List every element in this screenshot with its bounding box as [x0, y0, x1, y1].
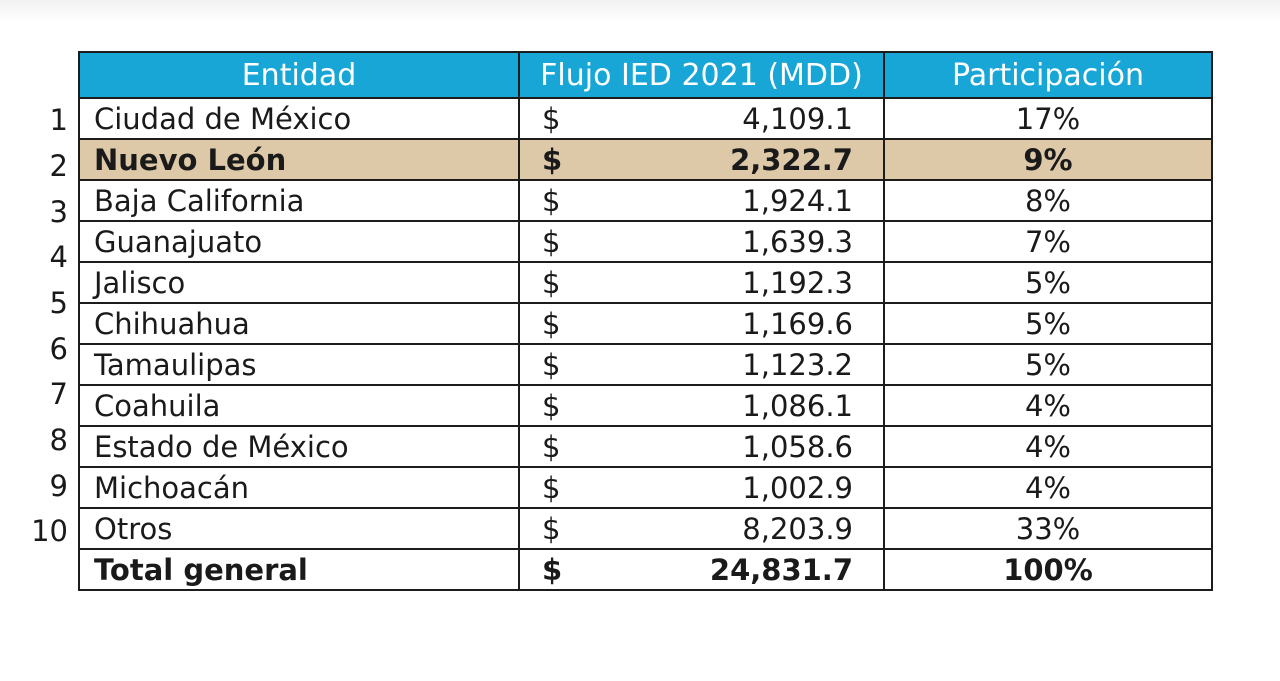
share-cell: 4% — [883, 466, 1213, 509]
entity-cell: Baja California — [78, 179, 520, 222]
flow-cell: $1,123.2 — [518, 343, 885, 386]
flow-cell: $8,203.9 — [518, 507, 885, 550]
rank-number: 7 — [49, 377, 68, 411]
flow-value: 8,203.9 — [742, 511, 853, 546]
table-row-highlighted: Nuevo León $2,322.7 9% — [78, 138, 1213, 181]
share-cell: 5% — [883, 343, 1213, 386]
flow-cell: $2,322.7 — [518, 138, 885, 181]
rank-number: 9 — [49, 469, 68, 503]
rank-number: 5 — [49, 286, 68, 320]
flow-value: 1,058.6 — [742, 429, 853, 464]
flow-value: 1,169.6 — [742, 306, 853, 341]
header-entidad: Entidad — [78, 51, 520, 99]
fdi-table: Entidad Flujo IED 2021 (MDD) Participaci… — [78, 51, 1213, 591]
flow-cell: $1,058.6 — [518, 425, 885, 468]
share-cell: 7% — [883, 220, 1213, 263]
rank-number: 6 — [49, 332, 68, 366]
total-row: Total general $24,831.7 100% — [78, 548, 1213, 591]
currency-sign: $ — [542, 265, 561, 300]
currency-sign: $ — [542, 101, 561, 136]
share-cell: 9% — [883, 138, 1213, 181]
currency-sign: $ — [542, 511, 561, 546]
entity-cell: Guanajuato — [78, 220, 520, 263]
share-cell: 5% — [883, 302, 1213, 345]
entity-cell: Nuevo León — [78, 138, 520, 181]
rank-number: 8 — [49, 423, 68, 457]
currency-sign: $ — [542, 224, 561, 259]
share-cell: 4% — [883, 425, 1213, 468]
entity-cell: Ciudad de México — [78, 97, 520, 140]
total-label: Total general — [78, 548, 520, 591]
header-participacion: Participación — [883, 51, 1213, 99]
entity-cell: Jalisco — [78, 261, 520, 304]
flow-cell: $1,639.3 — [518, 220, 885, 263]
table-row: Otros $8,203.9 33% — [78, 507, 1213, 550]
flow-cell: $1,169.6 — [518, 302, 885, 345]
table-row: Jalisco $1,192.3 5% — [78, 261, 1213, 304]
header-flujo: Flujo IED 2021 (MDD) — [518, 51, 885, 99]
flow-value: 1,639.3 — [742, 224, 853, 259]
table-row: Guanajuato $1,639.3 7% — [78, 220, 1213, 263]
flow-cell: $1,086.1 — [518, 384, 885, 427]
total-flow-value: 24,831.7 — [709, 552, 853, 587]
currency-sign: $ — [542, 306, 561, 341]
flow-value: 2,322.7 — [730, 142, 853, 177]
flow-cell: $1,002.9 — [518, 466, 885, 509]
share-cell: 17% — [883, 97, 1213, 140]
flow-value: 1,924.1 — [742, 183, 853, 218]
flow-value: 1,002.9 — [742, 470, 853, 505]
share-cell: 4% — [883, 384, 1213, 427]
entity-cell: Chihuahua — [78, 302, 520, 345]
rank-number: 1 — [49, 103, 68, 137]
flow-cell: $1,192.3 — [518, 261, 885, 304]
header-row: Entidad Flujo IED 2021 (MDD) Participaci… — [78, 51, 1213, 99]
table-row: Ciudad de México $4,109.1 17% — [78, 97, 1213, 140]
flow-value: 1,086.1 — [742, 388, 853, 423]
rank-number: 3 — [49, 195, 68, 229]
table-row: Chihuahua $1,169.6 5% — [78, 302, 1213, 345]
entity-cell: Coahuila — [78, 384, 520, 427]
entity-cell: Otros — [78, 507, 520, 550]
flow-cell: $1,924.1 — [518, 179, 885, 222]
entity-cell: Estado de México — [78, 425, 520, 468]
flow-value: 1,123.2 — [742, 347, 853, 382]
rank-number: 10 — [31, 514, 68, 548]
table-row: Michoacán $1,002.9 4% — [78, 466, 1213, 509]
currency-sign: $ — [542, 388, 561, 423]
flow-cell: $4,109.1 — [518, 97, 885, 140]
currency-sign: $ — [542, 142, 563, 177]
table-row: Estado de México $1,058.6 4% — [78, 425, 1213, 468]
rank-number: 4 — [49, 240, 68, 274]
currency-sign: $ — [542, 183, 561, 218]
table-row: Coahuila $1,086.1 4% — [78, 384, 1213, 427]
entity-cell: Michoacán — [78, 466, 520, 509]
share-cell: 8% — [883, 179, 1213, 222]
share-cell: 33% — [883, 507, 1213, 550]
currency-sign: $ — [542, 552, 563, 587]
flow-value: 4,109.1 — [742, 101, 853, 136]
share-cell: 5% — [883, 261, 1213, 304]
entity-cell: Tamaulipas — [78, 343, 520, 386]
total-flow-cell: $24,831.7 — [518, 548, 885, 591]
currency-sign: $ — [542, 429, 561, 464]
rank-number: 2 — [49, 149, 68, 183]
currency-sign: $ — [542, 347, 561, 382]
flow-value: 1,192.3 — [742, 265, 853, 300]
total-share: 100% — [883, 548, 1213, 591]
table-row: Tamaulipas $1,123.2 5% — [78, 343, 1213, 386]
currency-sign: $ — [542, 470, 561, 505]
table-row: Baja California $1,924.1 8% — [78, 179, 1213, 222]
